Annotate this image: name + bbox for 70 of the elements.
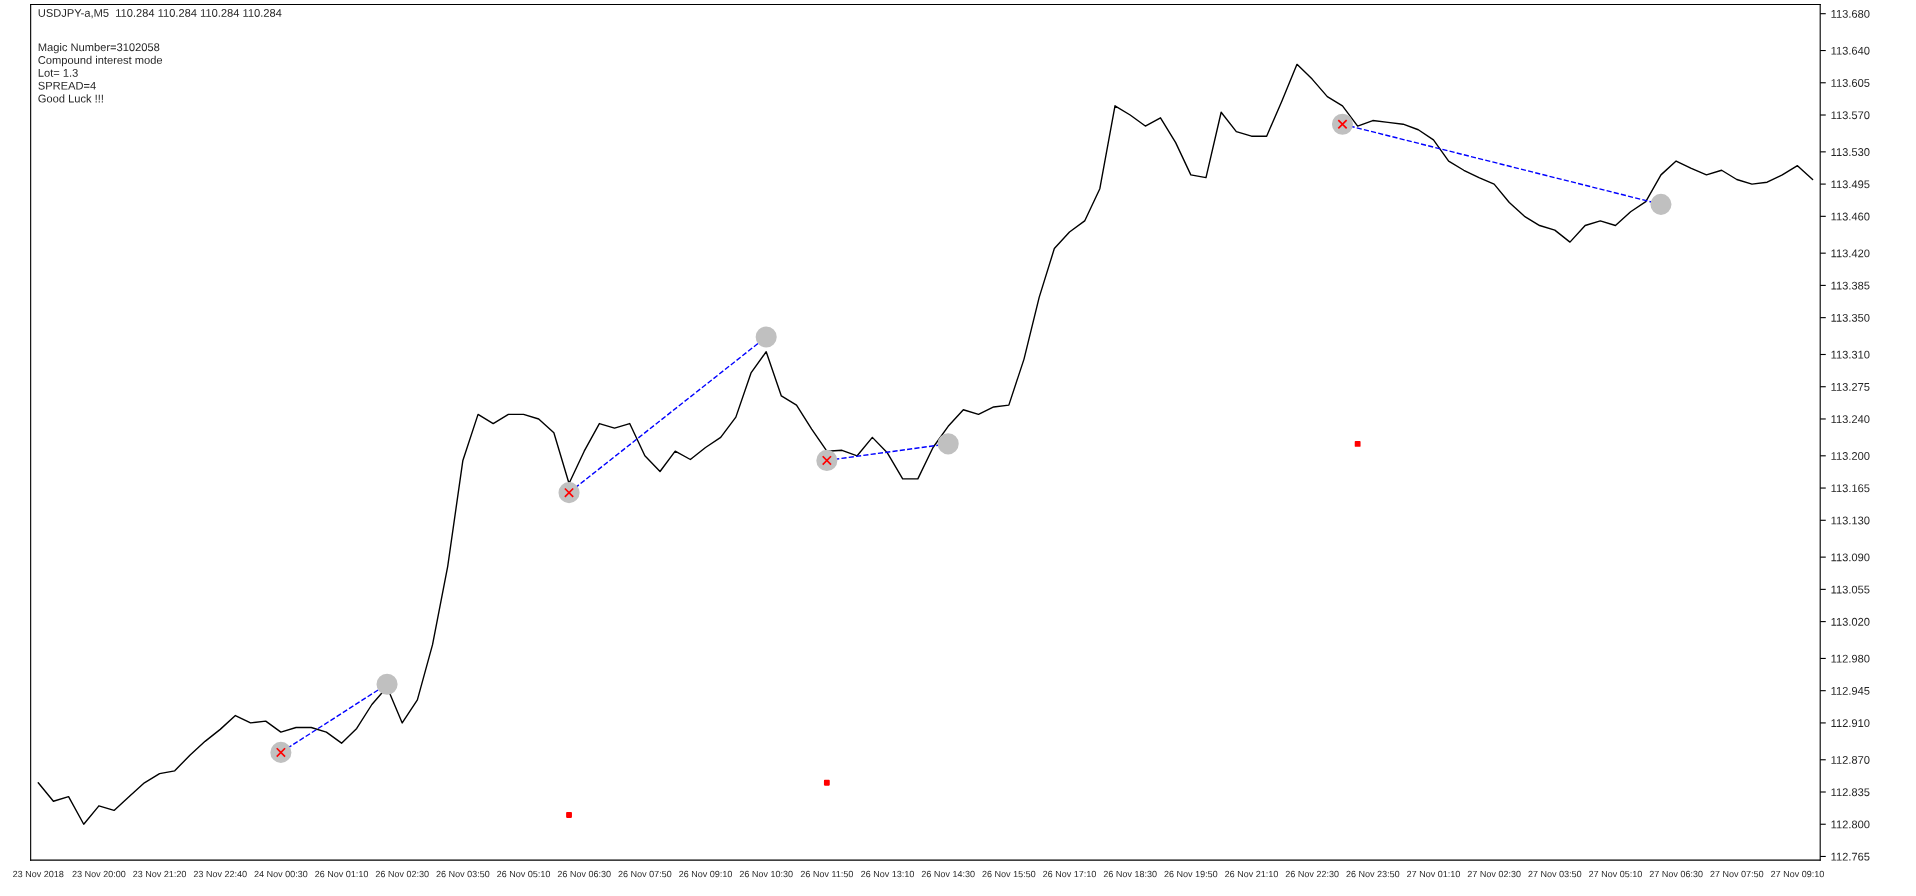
x-tick-label: 23 Nov 21:20	[133, 870, 187, 878]
x-tick-label: 26 Nov 21:10	[1225, 870, 1278, 878]
x-tick-label: 27 Nov 07:50	[1710, 870, 1764, 878]
annotation: Compound interest mode	[38, 55, 163, 67]
y-tick-label: 113.605	[1831, 79, 1870, 87]
point	[1354, 440, 1361, 447]
y-tick-label: 113.570	[1831, 111, 1870, 120]
y-tick-label: 112.980	[1831, 654, 1870, 663]
point	[376, 673, 398, 695]
annotation: Good Luck !!!	[38, 94, 103, 103]
y-tick-label: 113.640	[1831, 46, 1870, 55]
x-tick-label: 23 Nov 20:00	[72, 870, 126, 878]
y-tick-label: 113.350	[1831, 313, 1870, 322]
x-tick-label: 26 Nov 11:50	[800, 870, 854, 878]
y-tick-label: 112.910	[1831, 719, 1870, 728]
y-tick-label: 113.200	[1831, 452, 1870, 460]
x-tick-label: 26 Nov 02:30	[375, 870, 429, 878]
x-tick-label: 27 Nov 05:10	[1589, 870, 1642, 878]
point	[566, 812, 572, 818]
x-tick-label: 26 Nov 06:30	[557, 870, 611, 878]
y-tick-label: 113.240	[1831, 415, 1870, 424]
x-tick-label: 26 Nov 15:50	[982, 870, 1036, 878]
point	[937, 433, 959, 455]
y-tick-label: 113.680	[1831, 9, 1870, 18]
y-tick-label: 113.385	[1831, 281, 1870, 290]
y-tick-label: 113.420	[1831, 249, 1870, 258]
x-tick-label: 27 Nov 02:30	[1467, 870, 1521, 878]
x-tick-label: 26 Nov 18:30	[1103, 870, 1157, 878]
y-tick-label: 113.130	[1831, 516, 1870, 525]
x-tick-label: 26 Nov 23:50	[1346, 870, 1400, 878]
y-tick-label: 113.090	[1831, 553, 1870, 562]
x-tick-label: 26 Nov 22:30	[1285, 870, 1339, 878]
point	[558, 482, 580, 504]
x-tick-label: 26 Nov 09:10	[679, 870, 733, 878]
x-tick-label: 27 Nov 03:50	[1528, 870, 1582, 878]
chart-title: USDJPY-a,M5 110.284 110.284 110.284 110.284	[38, 9, 282, 19]
annotation: Magic Number=3102058	[38, 42, 160, 54]
x-tick-label: 23 Nov 2018	[13, 870, 64, 878]
y-tick-label: 113.020	[1831, 617, 1870, 626]
y-tick-label: 113.165	[1831, 484, 1870, 493]
y-tick-label: 112.945	[1831, 686, 1870, 695]
x-tick-label: 26 Nov 17:10	[1043, 870, 1096, 878]
annotation: SPREAD=4	[38, 81, 96, 90]
y-tick-label: 112.870	[1831, 756, 1870, 764]
x-tick-label: 27 Nov 06:30	[1649, 870, 1703, 878]
annotation: Lot= 1.3	[38, 68, 78, 77]
y-tick-label: 113.460	[1831, 212, 1870, 221]
x-tick-label: 26 Nov 14:30	[921, 870, 975, 878]
y-tick-label: 113.275	[1831, 382, 1870, 391]
x-tick-label: 26 Nov 01:10	[315, 870, 369, 878]
y-tick-label: 113.495	[1831, 180, 1870, 189]
y-tick-label: 113.310	[1831, 350, 1870, 359]
y-tick-label: 112.835	[1831, 788, 1870, 797]
x-tick-label: 26 Nov 10:30	[739, 870, 793, 878]
x-tick-label: 27 Nov 09:10	[1771, 870, 1824, 878]
y-tick-label: 112.765	[1831, 852, 1870, 861]
point	[823, 779, 830, 786]
y-tick-label: 113.530	[1831, 148, 1870, 156]
x-tick-label: 26 Nov 03:50	[436, 870, 490, 878]
x-tick-label: 26 Nov 13:10	[861, 870, 915, 878]
y-tick-label: 112.800	[1831, 820, 1870, 829]
x-tick-label: 24 Nov 00:30	[254, 870, 308, 878]
x-tick-label: 23 Nov 22:40	[193, 870, 247, 878]
x-tick-label: 26 Nov 05:10	[497, 870, 551, 878]
point	[1650, 193, 1672, 215]
x-tick-label: 26 Nov 19:50	[1164, 870, 1218, 878]
point	[755, 326, 777, 348]
x-tick-label: 27 Nov 01:10	[1407, 870, 1460, 878]
y-tick-label: 113.055	[1831, 585, 1870, 594]
x-tick-label: 26 Nov 07:50	[618, 870, 672, 878]
